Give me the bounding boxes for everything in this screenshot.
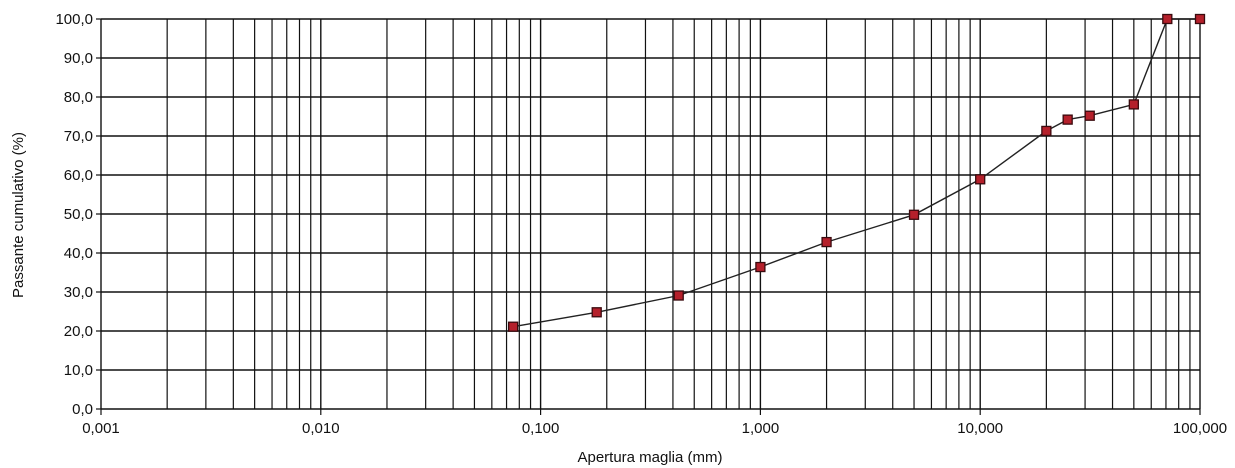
- series-points-group: [507, 13, 1206, 332]
- data-point: [673, 290, 684, 301]
- y-axis-label: Passante cumulativo (%): [10, 132, 27, 298]
- data-point: [591, 307, 602, 318]
- series-line-group: [512, 18, 1200, 328]
- plot-grid: [100, 18, 1201, 410]
- data-point: [908, 209, 920, 220]
- y-axis-ticks: 0,0 10,0 20,0 30,0 40,0 50,0 60,0 70,0 80,0 90,0 1…: [55, 11, 101, 418]
- x-tick-label: 10,000: [957, 420, 1003, 437]
- data-point: [1062, 114, 1073, 125]
- data-point: [1084, 110, 1095, 121]
- y-tick-label: 50,0: [64, 206, 93, 223]
- data-point: [1128, 99, 1139, 110]
- x-tick-label: 100,000: [1173, 420, 1227, 437]
- y-tick-label: 20,0: [64, 323, 93, 340]
- y-tick-label: 80,0: [64, 89, 93, 106]
- y-tick-label: 60,0: [64, 167, 93, 184]
- x-tick-label: 1,000: [742, 420, 780, 437]
- y-tick-label: 30,0: [64, 284, 93, 301]
- x-tick-label: 0,010: [302, 420, 340, 437]
- y-tick-label: 0,0: [72, 401, 93, 418]
- x-axis-ticks: 0,001 0,010 0,100 1,000 10,000 100,000: [82, 409, 1227, 437]
- y-tick-label: 70,0: [64, 128, 93, 145]
- data-point: [1194, 13, 1206, 25]
- y-tick-label: 10,0: [64, 362, 93, 379]
- data-point: [507, 321, 519, 332]
- y-tick-label: 40,0: [64, 245, 93, 262]
- x-axis-label: Apertura maglia (mm): [577, 449, 722, 466]
- data-point: [1162, 13, 1173, 25]
- x-tick-label: 0,001: [82, 420, 120, 437]
- series-line: [512, 18, 1200, 328]
- data-point: [975, 174, 986, 185]
- data-point: [821, 236, 832, 248]
- x-tick-label: 0,100: [522, 420, 560, 437]
- data-point: [755, 261, 766, 273]
- data-point: [1041, 125, 1052, 137]
- y-tick-label: 100,0: [55, 11, 93, 28]
- y-tick-label: 90,0: [64, 50, 93, 67]
